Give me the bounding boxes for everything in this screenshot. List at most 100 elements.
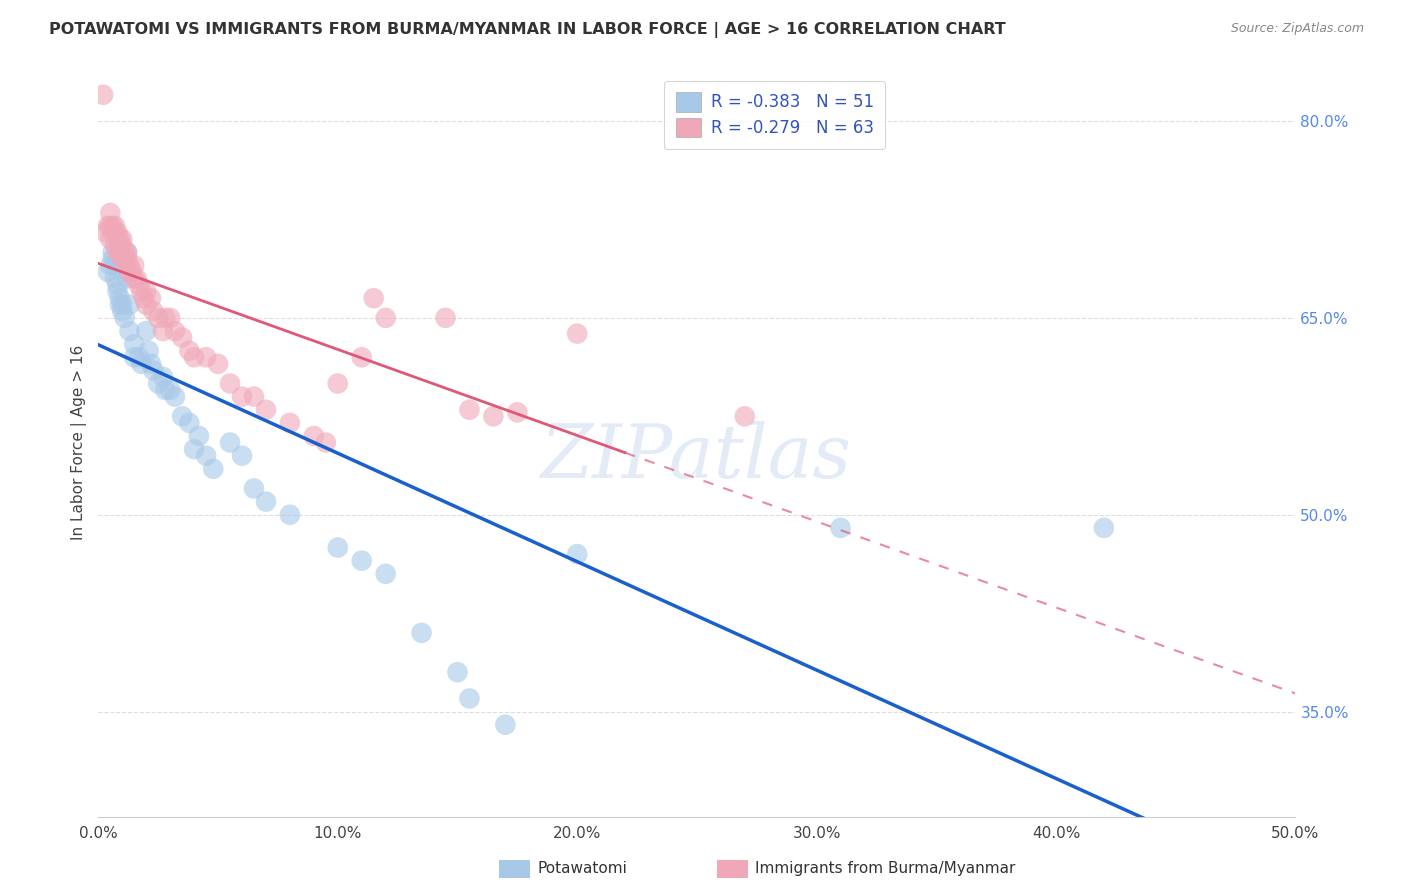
Point (108, 291, 131, 305)
Point (326, 541, 349, 555)
Point (97, 219, 120, 233)
Point (107, 278, 129, 293)
Point (254, 402, 277, 417)
Point (122, 337, 145, 351)
Point (458, 402, 481, 417)
Point (94, 226, 117, 240)
Point (122, 351, 145, 365)
Point (108, 245, 131, 260)
Point (111, 232, 134, 246)
Point (302, 429, 325, 443)
Point (97, 265, 120, 279)
Point (172, 409, 194, 424)
Point (101, 252, 124, 266)
Text: Potawatomi: Potawatomi (537, 862, 627, 876)
Point (363, 291, 385, 305)
Point (104, 238, 127, 252)
Point (104, 226, 127, 240)
Point (458, 691, 481, 706)
Point (135, 324, 157, 338)
Point (506, 405, 529, 419)
Point (142, 304, 165, 318)
Point (1092, 521, 1115, 535)
Point (125, 271, 148, 285)
Point (411, 625, 433, 640)
Y-axis label: In Labor Force | Age > 16: In Labor Force | Age > 16 (72, 345, 87, 541)
Point (138, 343, 160, 358)
Point (152, 324, 174, 338)
Point (107, 285, 129, 299)
Point (115, 245, 138, 260)
Point (315, 435, 337, 450)
Point (374, 566, 396, 581)
Point (135, 285, 157, 299)
Point (107, 232, 129, 246)
Point (350, 554, 373, 568)
Point (350, 351, 373, 365)
Point (195, 449, 218, 463)
Point (139, 291, 162, 305)
Point (374, 310, 396, 325)
Point (115, 271, 138, 285)
Text: POTAWATOMI VS IMMIGRANTS FROM BURMA/MYANMAR IN LABOR FORCE | AGE > 16 CORRELATIO: POTAWATOMI VS IMMIGRANTS FROM BURMA/MYAN… (49, 22, 1005, 38)
Point (179, 343, 201, 358)
Point (98, 232, 121, 246)
Point (122, 271, 145, 285)
Point (104, 259, 127, 273)
Point (446, 665, 468, 680)
Point (155, 383, 177, 397)
Point (91, 87, 114, 102)
Point (101, 245, 124, 260)
Point (231, 390, 253, 404)
Point (139, 357, 162, 371)
Legend: R = -0.383   N = 51, R = -0.279   N = 63: R = -0.383 N = 51, R = -0.279 N = 63 (664, 80, 886, 149)
Point (107, 226, 129, 240)
Point (159, 310, 181, 325)
Point (108, 298, 131, 312)
Point (115, 252, 138, 266)
Point (494, 717, 516, 731)
Point (152, 370, 174, 384)
Point (187, 429, 209, 443)
Text: Immigrants from Burma/Myanmar: Immigrants from Burma/Myanmar (755, 862, 1015, 876)
Point (179, 416, 201, 430)
Point (567, 326, 589, 341)
Point (135, 298, 157, 312)
Point (104, 219, 127, 233)
Point (163, 390, 186, 404)
Point (114, 245, 136, 260)
Point (115, 245, 138, 260)
Point (111, 298, 134, 312)
Point (219, 376, 242, 391)
Point (111, 252, 134, 266)
Point (326, 376, 349, 391)
Point (830, 521, 852, 535)
Point (132, 291, 155, 305)
Point (122, 259, 145, 273)
Point (195, 351, 218, 365)
Point (148, 376, 170, 391)
Point (163, 324, 186, 338)
Point (101, 226, 124, 240)
Point (159, 383, 181, 397)
Point (121, 265, 143, 279)
Point (243, 482, 266, 496)
Point (98, 259, 121, 273)
Point (482, 409, 505, 424)
Point (128, 351, 150, 365)
Point (98, 206, 121, 220)
Point (114, 310, 136, 325)
Point (107, 245, 129, 260)
Point (111, 238, 134, 252)
Point (118, 265, 141, 279)
Point (434, 310, 457, 325)
Point (148, 310, 170, 325)
Point (231, 449, 253, 463)
Text: Source: ZipAtlas.com: Source: ZipAtlas.com (1230, 22, 1364, 36)
Point (243, 390, 266, 404)
Point (202, 462, 225, 476)
Point (183, 442, 205, 456)
Point (155, 310, 177, 325)
Point (104, 271, 127, 285)
Text: ZIPatlas: ZIPatlas (541, 421, 852, 494)
